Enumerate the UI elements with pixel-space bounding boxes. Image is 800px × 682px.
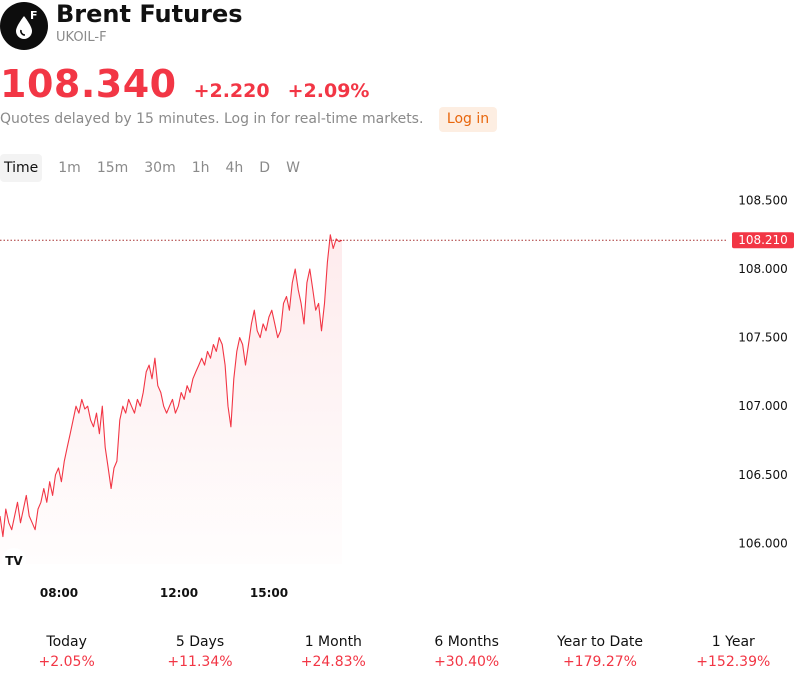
perf-5-days[interactable]: 5 Days +11.34% — [133, 634, 266, 670]
tab-1m[interactable]: 1m — [58, 160, 81, 176]
y-tick-label: 107.000 — [738, 399, 788, 413]
x-tick-label: 12:00 — [160, 586, 198, 600]
symbol-logo: F — [0, 2, 48, 50]
y-axis: 108.500 108.000 107.500 107.000 106.500 106.0… — [738, 193, 788, 550]
perf-label: 5 Days — [175, 634, 225, 650]
x-axis: 08:00 12:00 15:00 — [40, 586, 288, 600]
tab-time[interactable]: Time — [0, 154, 43, 182]
y-tick-label: 107.500 — [738, 331, 788, 345]
symbol-code: UKOIL-F — [56, 30, 107, 45]
perf-6-months[interactable]: 6 Months +30.40% — [400, 634, 533, 670]
current-price-tag: 108.210 — [732, 232, 794, 249]
performance-strip: Today +2.05% 5 Days +11.34% 1 Month +24.… — [0, 634, 800, 670]
perf-label: 1 Month — [304, 634, 362, 650]
perf-value: +179.27% — [562, 654, 637, 670]
perf-label: Year to Date — [556, 634, 643, 650]
oil-drop-icon — [16, 16, 32, 39]
tab-30m[interactable]: 30m — [144, 160, 176, 176]
interval-tabs: Time 1m 15m 30m 1h 4h D W — [0, 154, 308, 182]
tab-4h[interactable]: 4h — [225, 160, 244, 176]
perf-label: 1 Year — [711, 634, 755, 650]
perf-value: +11.34% — [167, 654, 233, 670]
y-tick-label: 108.000 — [738, 262, 788, 276]
perf-year-to-date[interactable]: Year to Date +179.27% — [533, 634, 666, 670]
last-price: 108.340 — [0, 62, 177, 106]
perf-value: +2.05% — [38, 654, 95, 670]
tab-d[interactable]: D — [259, 160, 271, 176]
current-price-tag-bg — [732, 232, 794, 249]
perf-1-month[interactable]: 1 Month +24.83% — [267, 634, 400, 670]
tab-w[interactable]: W — [286, 160, 300, 176]
login-button[interactable]: Log in — [439, 107, 497, 132]
tab-15m[interactable]: 15m — [96, 160, 129, 176]
price-area-fill — [0, 234, 342, 565]
perf-value: +30.40% — [434, 654, 500, 670]
quote-row: 108.340 +2.220 +2.09% — [0, 62, 369, 112]
price-change-percent: +2.09% — [287, 80, 370, 102]
page-title: Brent Futures — [56, 0, 243, 28]
perf-label: Today — [46, 634, 87, 650]
x-tick-label: 08:00 — [40, 586, 78, 600]
logo-badge: F — [30, 9, 38, 22]
y-tick-label: 106.000 — [738, 536, 788, 550]
perf-1-year[interactable]: 1 Year +152.39% — [667, 634, 800, 670]
current-price-label: 108.210 — [738, 233, 788, 247]
price-change: +2.220 — [193, 80, 270, 102]
tradingview-logo-icon[interactable]: TV — [2, 548, 26, 572]
tab-1h[interactable]: 1h — [191, 160, 210, 176]
delayed-notice: Quotes delayed by 15 minutes. Log in for… — [0, 111, 424, 127]
y-tick-label: 108.500 — [738, 193, 788, 207]
x-tick-label: 15:00 — [250, 586, 288, 600]
perf-value: +24.83% — [300, 654, 366, 670]
perf-value: +152.39% — [696, 654, 771, 670]
price-chart[interactable]: 108.500 108.000 107.500 107.000 106.500 106.0… — [0, 184, 800, 614]
price-line — [0, 234, 343, 538]
y-tick-label: 106.500 — [738, 468, 788, 482]
svg-text:TV: TV — [5, 554, 23, 568]
perf-label: 6 Months — [434, 634, 499, 650]
perf-today[interactable]: Today +2.05% — [0, 634, 133, 670]
